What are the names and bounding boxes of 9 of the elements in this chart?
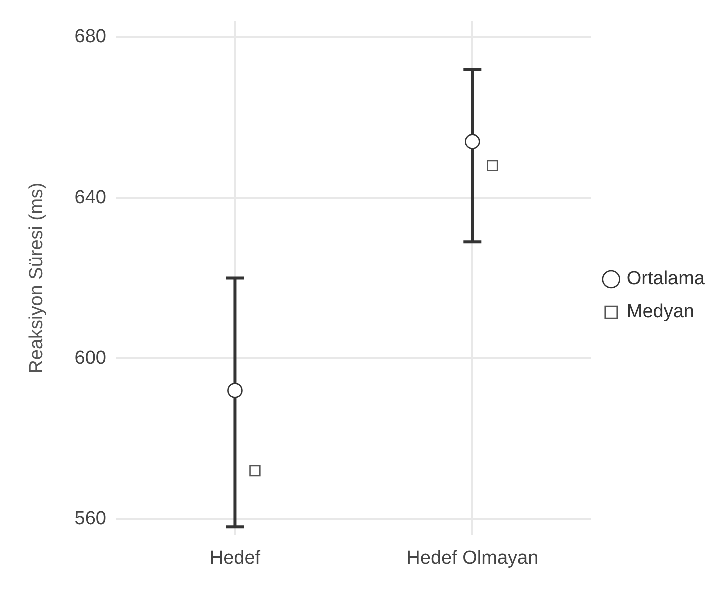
y-tick-label: 680 xyxy=(74,26,106,48)
y-tick-label: 640 xyxy=(74,187,106,208)
y-tick-label: 600 xyxy=(74,348,106,369)
y-tick-label: 560 xyxy=(74,508,106,530)
legend-label: Ortalama xyxy=(626,268,706,290)
y-axis-title: Reaksiyon Süresi (ms) xyxy=(26,182,48,374)
legend-label: Medyan xyxy=(626,302,694,323)
x-tick-label: Hedef xyxy=(210,548,262,569)
x-tick-label: Hedef Olmayan xyxy=(406,548,539,569)
